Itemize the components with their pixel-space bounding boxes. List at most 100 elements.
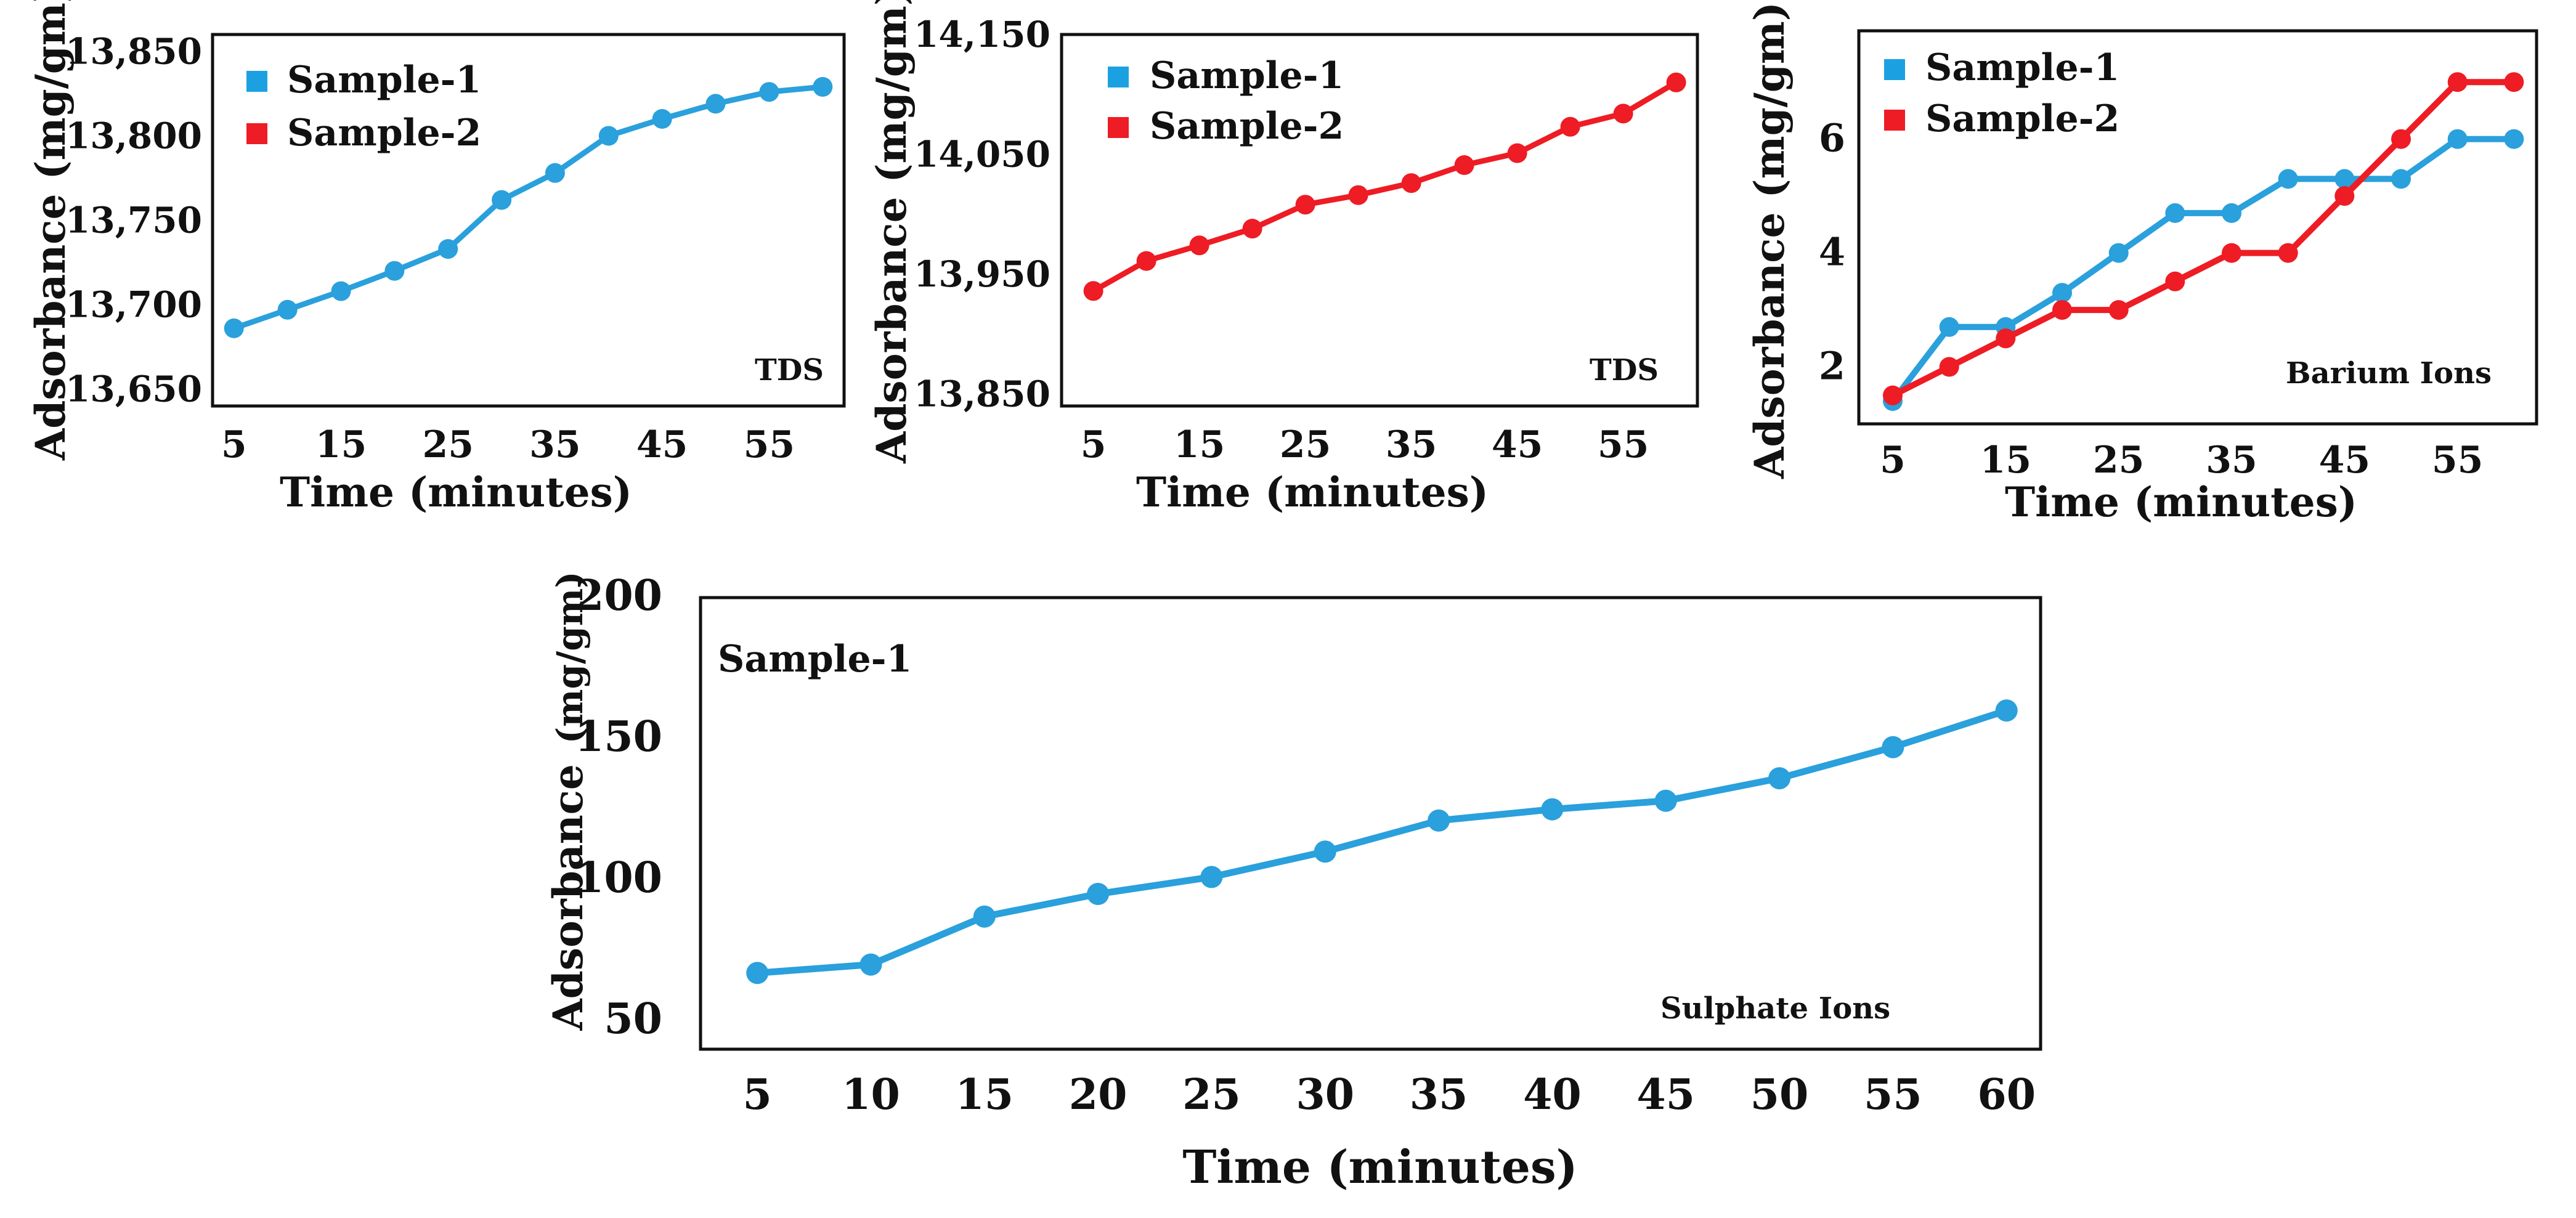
data-point-sample-1 (1995, 699, 2018, 722)
x-tick-labels: 5 10 15 20 25 30 35 40 45 50 55 60 (742, 1070, 2036, 1119)
plot-frame (211, 33, 846, 408)
x-tick-label: 5 (742, 1070, 771, 1119)
legend-swatch-sample-1 (1884, 59, 1905, 80)
y-tick-label: 13,850 (65, 30, 202, 72)
legend-label-sample-1: Sample-1 (1925, 46, 2119, 89)
x-tick-label: 30 (1296, 1070, 1354, 1119)
legend-label-sample-2: Sample-2 (1925, 97, 2119, 140)
y-tick-label: 100 (575, 853, 662, 903)
data-point-sample-2 (1401, 173, 1421, 193)
x-tick-label: 55 (1598, 423, 1649, 466)
x-tick-label: 35 (1386, 423, 1437, 466)
data-point-sample-2 (2504, 72, 2524, 92)
x-tick-label: 15 (1174, 423, 1225, 466)
data-point-sample-1 (224, 318, 244, 338)
data-point-sample-2 (1996, 328, 2016, 349)
data-point-sample-1 (1939, 317, 1959, 337)
data-point-sample-2 (2165, 271, 2185, 291)
data-point-sample-1 (2504, 129, 2524, 149)
y-axis-label-main: Adsorbance (544, 764, 592, 1031)
data-point-sample-2 (1883, 385, 1903, 405)
x-tick-label: 45 (636, 423, 688, 466)
y-axis-label-unit: (mg/gm) (549, 571, 591, 744)
y-axis-label: Adsorbance (mg/gm) (544, 571, 592, 1031)
data-point-sample-1 (2391, 169, 2411, 189)
data-point-sample-1 (759, 82, 779, 102)
x-tick-label: 55 (744, 423, 795, 466)
data-point-sample-1 (331, 281, 351, 301)
data-point-sample-1 (652, 109, 672, 129)
legend-label-sample-2: Sample-2 (1150, 105, 1344, 148)
legend-swatch-sample-2 (1884, 110, 1905, 131)
data-point-sample-1 (384, 261, 405, 281)
data-point-sample-2 (1083, 281, 1103, 301)
y-axis-label: Adsorbance (mg/gm) (1745, 2, 1794, 479)
y-tick-label: 13,950 (914, 253, 1050, 295)
x-tick-label: 60 (1977, 1070, 2036, 1119)
y-tick-label: 4 (1819, 230, 1845, 275)
series-line-sample-1 (754, 707, 2010, 976)
legend: Sample-1 Sample-2 (1108, 54, 1344, 148)
plot-frame (1857, 29, 2538, 426)
data-point-sample-1 (1087, 883, 1110, 905)
data-point-sample-1 (1654, 789, 1677, 812)
data-point-sample-1 (545, 163, 565, 183)
x-tick-label: 55 (1864, 1070, 1922, 1119)
x-axis-label: Time (minutes) (1182, 1141, 1577, 1194)
x-tick-label: 5 (1081, 423, 1107, 466)
x-tick-label: 20 (1069, 1070, 1128, 1119)
data-point-sample-2 (1939, 357, 1959, 377)
x-tick-label: 5 (221, 423, 247, 466)
data-point-sample-2 (2278, 243, 2298, 263)
legend: Sample-1 Sample-2 (246, 59, 481, 155)
legend-label-sample-1: Sample-1 (718, 638, 912, 681)
data-point-sample-2 (1666, 72, 1686, 92)
y-axis-label: Adsorbance (mg/gm) (26, 0, 75, 461)
chart-annotation: Barium Ions (2286, 356, 2492, 391)
data-point-sample-1 (438, 239, 458, 259)
plot-frame (1060, 33, 1699, 408)
x-axis-label: Time (minutes) (2005, 478, 2357, 526)
data-point-sample-2 (1189, 235, 1209, 256)
data-point-sample-2 (1242, 219, 1262, 239)
plot-frame (699, 596, 2042, 1051)
data-point-sample-1 (2052, 283, 2072, 303)
y-tick-label: 13,650 (65, 368, 202, 410)
x-tick-label: 15 (315, 423, 367, 466)
data-point-sample-1 (2222, 203, 2241, 223)
data-point-sample-1 (705, 94, 726, 114)
y-tick-label: 14,050 (914, 134, 1050, 176)
x-axis-label: Time (minutes) (1136, 468, 1489, 516)
x-tick-label: 15 (1980, 439, 2032, 482)
y-tick-label: 200 (575, 571, 662, 620)
data-point-sample-1 (1428, 809, 1450, 832)
x-tick-label: 35 (529, 423, 581, 466)
legend-label-sample-2: Sample-2 (287, 112, 481, 155)
x-tick-label: 50 (1750, 1070, 1809, 1119)
x-tick-label: 25 (422, 423, 474, 466)
x-tick-label: 35 (1410, 1070, 1468, 1119)
chart-annotation: Sulphate Ions (1660, 991, 1890, 1026)
legend-swatch-sample-1 (1108, 67, 1129, 87)
y-tick-label: 150 (575, 712, 662, 761)
data-point-sample-2 (1507, 143, 1527, 163)
data-point-sample-2 (1136, 251, 1156, 271)
x-tick-label: 15 (955, 1070, 1014, 1119)
chart-annotation: TDS (1590, 353, 1659, 388)
data-point-sample-2 (2391, 129, 2411, 149)
data-point-sample-1 (1768, 767, 1791, 790)
data-point-sample-1 (859, 953, 882, 976)
x-tick-label: 35 (2206, 439, 2257, 482)
series-line-sample-2 (1890, 79, 2517, 399)
x-tick-label: 55 (2432, 439, 2484, 482)
x-tick-labels: 5 15 25 35 45 55 (1081, 423, 1649, 466)
data-point-sample-2 (2334, 186, 2355, 206)
panel-barium-ions: 2 4 6 5 15 25 35 45 55 Adsorbance (mg/gm) Time … (1745, 2, 2538, 526)
y-tick-labels: 13,850 13,950 14,050 14,150 (914, 14, 1050, 415)
x-tick-label: 45 (1492, 423, 1543, 466)
data-point-sample-1 (1200, 866, 1223, 888)
data-point-sample-2 (1613, 104, 1633, 124)
x-tick-labels: 5 15 25 35 45 55 (1880, 439, 2483, 482)
data-point-sample-2 (2447, 72, 2468, 92)
y-tick-label: 13,800 (65, 115, 202, 156)
